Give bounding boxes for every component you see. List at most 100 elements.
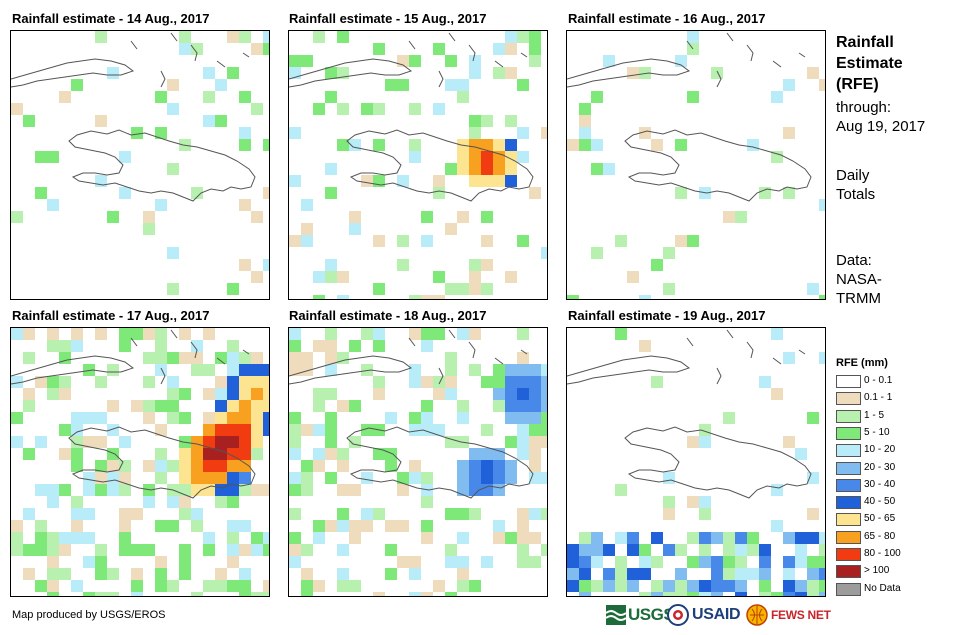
rainfall-cell: [325, 436, 337, 448]
rainfall-cell: [289, 235, 301, 247]
rainfall-cell: [47, 376, 59, 388]
rainfall-cell: [579, 103, 591, 115]
rainfall-cell: [421, 211, 433, 223]
rainfall-cell: [167, 376, 179, 388]
rainfall-cell: [469, 151, 481, 163]
coastline: [170, 32, 178, 42]
rainfall-cell: [23, 388, 35, 400]
rainfall-cell: [155, 424, 167, 436]
rainfall-cell: [179, 43, 191, 55]
rainfall-cell: [603, 163, 615, 175]
rainfall-cell: [59, 424, 71, 436]
rainfall-cell: [191, 472, 203, 484]
data-source-line: NASA-: [836, 271, 882, 288]
rainfall-cell: [263, 139, 269, 151]
legend-label: 40 - 50: [864, 496, 896, 508]
rainfall-cell: [819, 544, 825, 556]
rainfall-cell: [95, 568, 107, 580]
rainfall-cell: [517, 31, 529, 43]
rainfall-cell: [469, 271, 481, 283]
rainfall-cell: [337, 580, 349, 592]
rainfall-cell: [107, 460, 119, 472]
rainfall-cell: [747, 568, 759, 580]
rainfall-cell: [95, 115, 107, 127]
rainfall-cell: [807, 67, 819, 79]
rainfall-cell: [337, 139, 349, 151]
rainfall-cell: [239, 364, 251, 376]
rainfall-cell: [699, 580, 711, 592]
rainfall-cell: [481, 448, 493, 460]
rainfall-cell: [251, 364, 263, 376]
rainfall-cell: [301, 484, 313, 496]
rainfall-cell: [505, 163, 517, 175]
rainfall-cell: [457, 400, 469, 412]
rainfall-cell: [517, 400, 529, 412]
rainfall-cell: [505, 115, 517, 127]
rainfall-cell: [807, 532, 819, 544]
coastline: [216, 357, 226, 365]
rainfall-cell: [143, 376, 155, 388]
coastline: [242, 349, 250, 355]
rainfall-cell: [83, 472, 95, 484]
usgs-text: USGS: [628, 605, 675, 624]
rainfall-cell: [517, 532, 529, 544]
rainfall-cell: [807, 508, 819, 520]
rainfall-cell: [301, 199, 313, 211]
rainfall-cell: [445, 544, 457, 556]
rainfall-cell: [325, 520, 337, 532]
rainfall-cell: [819, 556, 825, 568]
rainfall-cell: [469, 259, 481, 271]
rainfall-cell: [795, 532, 807, 544]
panel-title-6: Rainfall estimate - 19 Aug., 2017: [568, 308, 766, 323]
rainfall-cell: [143, 460, 155, 472]
rainfall-cell: [529, 187, 541, 199]
rainfall-cell: [167, 247, 179, 259]
rainfall-cell: [313, 295, 325, 299]
coastline: [494, 60, 504, 68]
rainfall-cell: [239, 376, 251, 388]
legend-label: No Data: [864, 582, 901, 594]
rainfall-cell: [723, 532, 735, 544]
rainfall-cell: [457, 472, 469, 484]
rainfall-cell: [289, 352, 301, 364]
rainfall-cell: [759, 376, 771, 388]
rainfall-cell: [469, 580, 481, 592]
rainfall-cell: [227, 376, 239, 388]
rainfall-cell: [251, 448, 263, 460]
rainfall-cell: [325, 340, 337, 352]
rainfall-cell: [639, 67, 651, 79]
coastline: [160, 367, 166, 385]
rainfall-cell: [493, 175, 505, 187]
rainfall-cell: [481, 211, 493, 223]
rainfall-cell: [59, 568, 71, 580]
rainfall-cell: [131, 127, 143, 139]
rainfall-cell: [47, 556, 59, 568]
rainfall-cell: [215, 412, 227, 424]
rainfall-cell: [337, 31, 349, 43]
rainfall-cell: [325, 67, 337, 79]
rainfall-cell: [807, 592, 819, 596]
rainfall-cell: [239, 580, 251, 592]
rainfall-cell: [517, 388, 529, 400]
rainfall-cell: [179, 484, 191, 496]
rainfall-cell: [663, 247, 675, 259]
rainfall-cell: [663, 544, 675, 556]
rainfall-cell: [795, 580, 807, 592]
rainfall-cell: [215, 580, 227, 592]
rainfall-cell: [795, 448, 807, 460]
fewsnet-globe-icon: [746, 604, 768, 626]
rainfall-cell: [143, 328, 155, 340]
rainfall-cell: [517, 235, 529, 247]
rainfall-cell: [263, 412, 269, 424]
rainfall-cell: [517, 328, 529, 340]
rainfall-cell: [119, 484, 131, 496]
rainfall-cell: [227, 484, 239, 496]
rainfall-cell: [505, 388, 517, 400]
rainfall-cell: [541, 364, 547, 376]
rainfall-cell: [723, 412, 735, 424]
rainfall-cell: [675, 187, 687, 199]
rainfall-cell: [155, 556, 167, 568]
rainfall-cell: [361, 520, 373, 532]
rainfall-cell: [301, 460, 313, 472]
rainfall-cell: [771, 388, 783, 400]
